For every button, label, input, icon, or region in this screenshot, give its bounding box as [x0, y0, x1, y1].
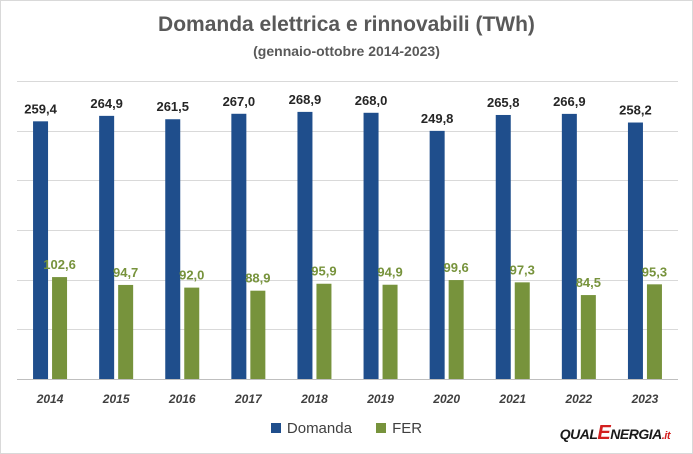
bar-domanda-2022 — [561, 113, 577, 379]
legend-label-domanda: Domanda — [286, 420, 352, 437]
bar-fer-2019 — [382, 284, 398, 379]
data-label-domanda-2018: 268,9 — [289, 92, 322, 107]
bar-fer-2018 — [316, 283, 332, 379]
data-label-domanda-2021: 265,8 — [487, 95, 520, 110]
x-tick-label-2014: 2014 — [36, 392, 64, 406]
data-label-domanda-2022: 266,9 — [553, 94, 586, 109]
x-tick-label-2021: 2021 — [498, 392, 526, 406]
x-tick-label-2018: 2018 — [300, 392, 328, 406]
data-label-fer-2018: 95,9 — [311, 264, 336, 279]
chart-title: Domanda elettrica e rinnovabili (TWh) — [158, 13, 535, 36]
data-label-fer-2015: 94,7 — [113, 265, 138, 280]
bar-domanda-2015 — [99, 115, 115, 379]
bar-fer-2015 — [118, 284, 134, 379]
legend-swatch-fer — [376, 423, 387, 433]
data-label-domanda-2017: 267,0 — [223, 94, 256, 109]
data-label-fer-2014: 102,6 — [43, 257, 76, 272]
data-label-fer-2023: 95,3 — [642, 264, 667, 279]
legend-item-domanda: Domanda — [270, 420, 352, 437]
bar-domanda-2019 — [363, 112, 379, 379]
x-tick-label-2015: 2015 — [102, 392, 130, 406]
data-label-fer-2016: 92,0 — [179, 268, 204, 283]
bar-domanda-2021 — [495, 114, 511, 380]
legend-label-fer: FER — [392, 420, 423, 437]
data-label-domanda-2014: 259,4 — [24, 101, 57, 116]
bar-fer-2017 — [250, 290, 266, 379]
bar-domanda-2020 — [429, 130, 445, 379]
data-label-fer-2017: 88,9 — [245, 271, 270, 286]
bar-fer-2016 — [184, 287, 200, 379]
bar-domanda-2018 — [297, 111, 313, 379]
chart-subtitle: (gennaio-ottobre 2014-2023) — [253, 43, 440, 59]
bar-fer-2023 — [646, 284, 662, 379]
bar-domanda-2016 — [165, 119, 181, 379]
data-label-fer-2022: 84,5 — [576, 275, 601, 290]
data-label-domanda-2020: 249,8 — [421, 111, 454, 126]
qualenergia-logo: QUALENERGIA.it — [559, 422, 671, 444]
bar-fer-2020 — [448, 280, 464, 379]
data-label-domanda-2015: 264,9 — [90, 96, 123, 111]
data-label-domanda-2016: 261,5 — [156, 99, 189, 114]
x-tick-label-2017: 2017 — [234, 392, 263, 406]
x-tick-label-2016: 2016 — [168, 392, 196, 406]
legend-item-fer: FER — [376, 420, 422, 437]
legend-swatch-domanda — [270, 423, 281, 433]
data-label-domanda-2019: 268,0 — [355, 93, 388, 108]
data-label-fer-2021: 97,3 — [510, 262, 535, 277]
bar-fer-2022 — [580, 295, 596, 379]
x-tick-label-2019: 2019 — [366, 392, 394, 406]
bar-fer-2021 — [514, 282, 530, 379]
bar-fer-2014 — [52, 277, 68, 379]
data-label-fer-2019: 94,9 — [377, 265, 402, 280]
data-label-fer-2020: 99,6 — [443, 260, 468, 275]
bar-domanda-2023 — [627, 122, 643, 379]
x-tick-label-2020: 2020 — [432, 392, 460, 406]
x-tick-label-2022: 2022 — [564, 392, 592, 406]
legend: Domanda FER — [1, 420, 692, 437]
data-label-domanda-2023: 258,2 — [619, 103, 652, 118]
x-tick-label-2023: 2023 — [631, 392, 659, 406]
bar-domanda-2017 — [231, 113, 247, 379]
bar-domanda-2014 — [33, 121, 49, 379]
